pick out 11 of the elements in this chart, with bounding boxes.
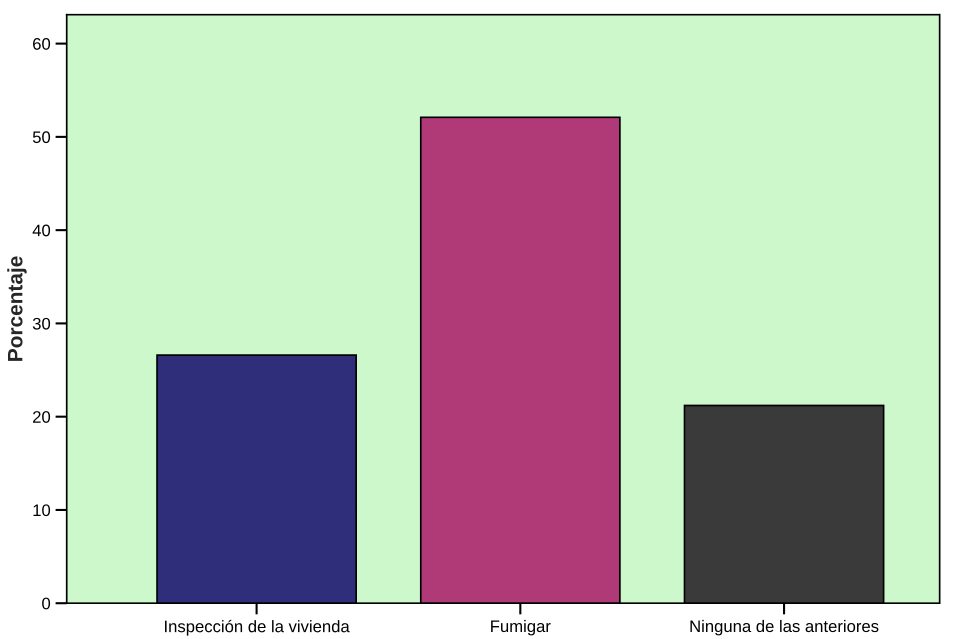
y-tick-label: 30 bbox=[32, 318, 50, 330]
y-tick-label: 60 bbox=[33, 38, 50, 50]
y-tick-label: 10 bbox=[33, 504, 50, 516]
y-tick-label: 40 bbox=[32, 224, 50, 236]
y-tick-label: 50 bbox=[32, 131, 50, 144]
x-tick-label: Inspección de la vivienda bbox=[165, 620, 350, 636]
y-axis-title: Porcentaje bbox=[7, 256, 27, 361]
y-tick-label: 20 bbox=[33, 411, 50, 423]
x-tick-label: Ninguna de las anteriores bbox=[690, 620, 878, 636]
y-tick-label: 0 bbox=[42, 598, 50, 610]
x-tick-label: Fumigar bbox=[491, 620, 551, 636]
